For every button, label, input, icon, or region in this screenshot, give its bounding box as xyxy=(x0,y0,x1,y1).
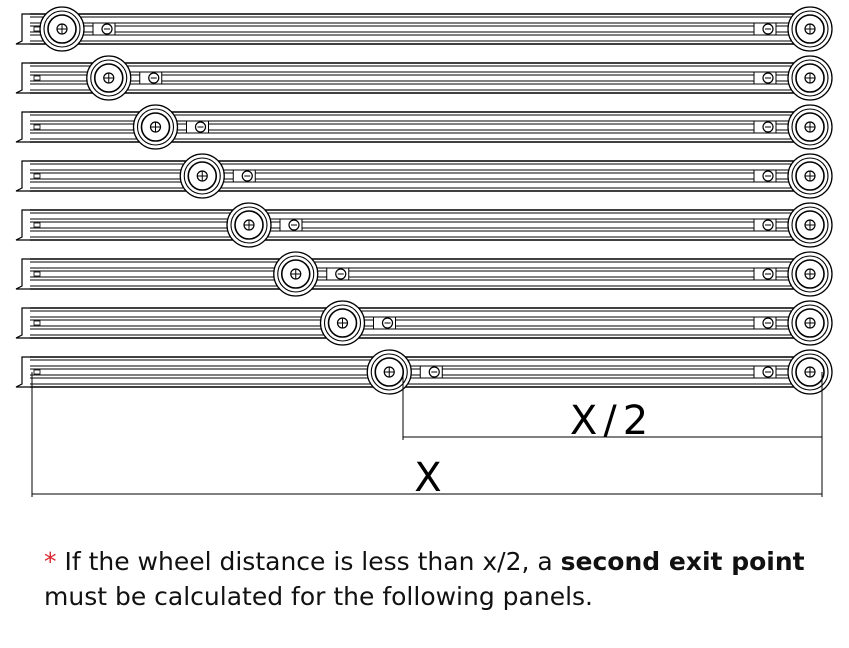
wheel-fixing xyxy=(92,22,116,36)
right-fixing xyxy=(753,365,777,379)
fixed-wheel xyxy=(787,251,833,297)
wheel-fixing xyxy=(139,71,163,85)
dimension-lines: X/2 X xyxy=(31,372,823,501)
panel-end-bracket xyxy=(15,258,30,290)
wheel-fixing xyxy=(186,120,209,134)
fixed-wheel xyxy=(787,349,833,395)
moving-wheel xyxy=(39,6,85,52)
fixed-wheel xyxy=(787,153,833,199)
wheel-fixing xyxy=(279,218,303,232)
panel-end-bracket xyxy=(15,160,30,192)
moving-wheel xyxy=(319,300,366,346)
full-dimension-label: X xyxy=(414,455,441,501)
panel-row xyxy=(15,153,833,199)
right-fixing xyxy=(753,22,777,36)
right-fixing xyxy=(753,267,777,281)
fixed-wheel xyxy=(787,55,833,101)
panel-row xyxy=(15,6,833,52)
fixed-wheel xyxy=(787,104,833,150)
fixed-wheel xyxy=(787,6,833,52)
moving-wheel xyxy=(226,202,272,248)
wheel-fixing xyxy=(232,169,256,183)
panel-end-bracket xyxy=(15,62,30,94)
right-fixing xyxy=(753,169,777,183)
wheel-fixing xyxy=(373,316,396,330)
panel-stack xyxy=(15,6,833,395)
wheel-fixing xyxy=(419,365,443,379)
right-fixing xyxy=(753,218,777,232)
footnote-text-after: must be calculated for the following pan… xyxy=(44,582,593,611)
fixed-wheel xyxy=(787,202,833,248)
moving-wheel xyxy=(86,55,132,101)
panel-row xyxy=(15,104,833,150)
footnote-text-before: If the wheel distance is less than x/2, … xyxy=(56,547,561,576)
panel-row xyxy=(15,349,833,395)
fixed-wheel xyxy=(787,300,833,346)
footnote: * If the wheel distance is less than x/2… xyxy=(44,544,834,614)
panel-row xyxy=(15,251,833,297)
panel-end-bracket xyxy=(15,209,30,241)
right-fixing xyxy=(753,71,777,85)
panel-end-bracket xyxy=(15,356,30,388)
panel-end-bracket xyxy=(15,307,30,339)
footnote-asterisk: * xyxy=(44,547,57,576)
moving-wheel xyxy=(132,104,179,150)
right-fixing xyxy=(753,120,777,134)
panel-end-bracket xyxy=(15,111,30,143)
panel-row xyxy=(15,300,833,346)
panel-row xyxy=(15,202,833,248)
panel-end-bracket xyxy=(15,13,30,45)
moving-wheel xyxy=(179,153,225,199)
panel-wheel-diagram: X/2 X xyxy=(15,6,833,501)
wheel-fixing xyxy=(326,267,350,281)
right-fixing xyxy=(753,316,777,330)
half-dimension-label: X/2 xyxy=(570,398,654,444)
moving-wheel xyxy=(366,349,412,395)
footnote-emphasis: second exit point xyxy=(560,547,805,576)
moving-wheel xyxy=(273,251,319,297)
panel-row xyxy=(15,55,833,101)
